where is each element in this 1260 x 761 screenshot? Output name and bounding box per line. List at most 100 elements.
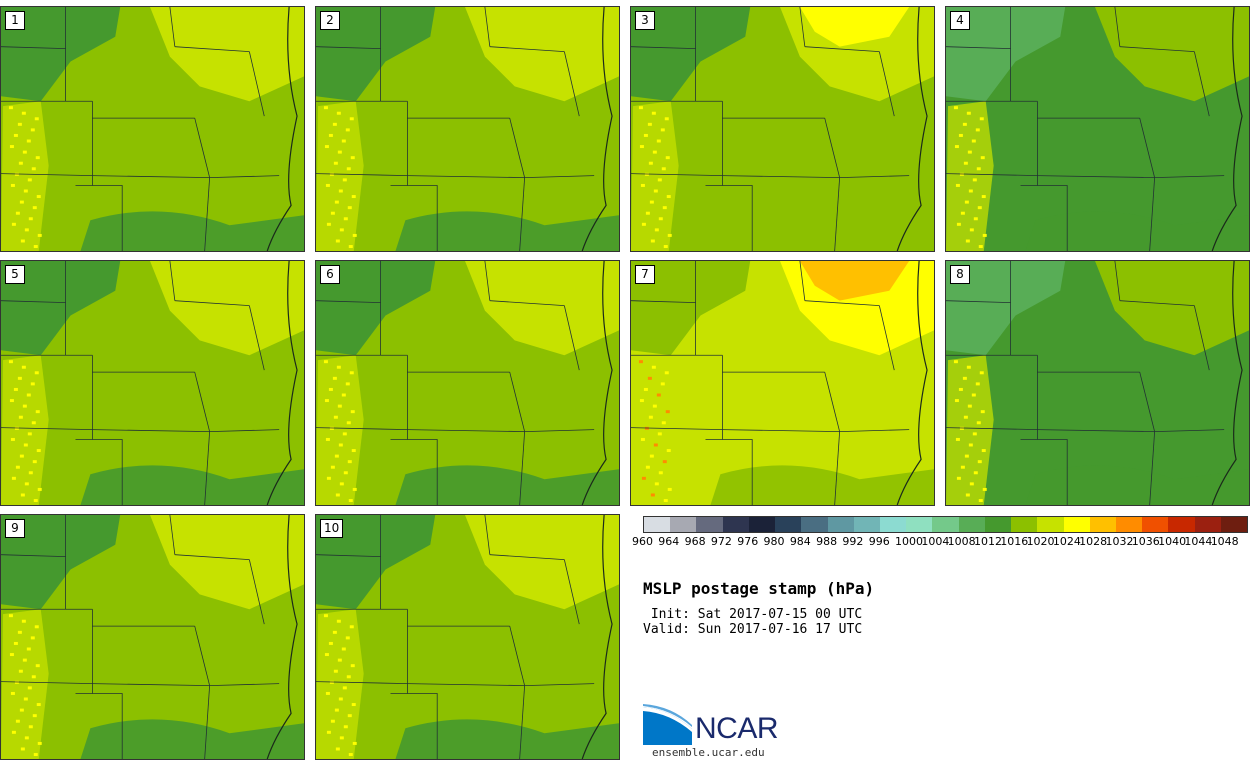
state-boundary bbox=[509, 371, 526, 432]
terrain-speckle bbox=[10, 691, 15, 695]
member-label: 3 bbox=[635, 11, 655, 30]
colorbar-swatch bbox=[1089, 517, 1116, 532]
pressure-region bbox=[946, 261, 1066, 356]
pressure-region bbox=[316, 515, 436, 610]
state-boundary bbox=[169, 261, 176, 301]
state-boundary bbox=[519, 431, 526, 505]
terrain-speckle bbox=[337, 150, 342, 154]
terrain-speckle bbox=[645, 211, 650, 215]
terrain-speckle bbox=[979, 117, 984, 121]
terrain-speckle bbox=[33, 499, 38, 503]
terrain-speckle bbox=[352, 741, 357, 745]
terrain-speckle bbox=[641, 476, 646, 480]
terrain-speckle bbox=[976, 421, 981, 425]
terrain-speckle bbox=[20, 493, 25, 497]
state-boundary bbox=[1, 46, 66, 50]
colorbar-tick-label: 1016 bbox=[1000, 535, 1029, 548]
colorbar-swatch bbox=[775, 517, 802, 532]
colorbar-swatch bbox=[1142, 517, 1169, 532]
pressure-region bbox=[1025, 465, 1249, 505]
terrain-speckle bbox=[977, 460, 982, 464]
terrain-speckle bbox=[964, 454, 969, 458]
terrain-speckle bbox=[17, 122, 22, 126]
terrain-speckle bbox=[962, 376, 967, 380]
terrain-speckle bbox=[24, 228, 29, 232]
colorbar-tick-label: 972 bbox=[710, 535, 732, 548]
terrain-speckle bbox=[652, 404, 657, 408]
state-boundary bbox=[563, 559, 580, 625]
terrain-speckle bbox=[958, 133, 963, 137]
terrain-speckle bbox=[30, 382, 35, 386]
terrain-speckle bbox=[351, 449, 356, 453]
terrain-speckle bbox=[334, 454, 339, 458]
terrain-speckle bbox=[658, 471, 663, 475]
terrain-speckle bbox=[23, 443, 28, 447]
state-boundary bbox=[519, 177, 526, 251]
terrain-speckle bbox=[965, 493, 970, 497]
terrain-speckle bbox=[337, 658, 342, 662]
state-boundary bbox=[407, 429, 525, 432]
terrain-speckle bbox=[968, 443, 973, 447]
state-boundary bbox=[839, 429, 910, 432]
terrain-speckle bbox=[352, 233, 357, 237]
state-boundary bbox=[248, 305, 265, 371]
terrain-speckle bbox=[28, 217, 33, 221]
colorbar-tick-label: 1032 bbox=[1105, 535, 1134, 548]
state-boundary bbox=[489, 46, 565, 53]
terrain-speckle bbox=[647, 122, 652, 126]
state-boundary bbox=[563, 51, 580, 117]
colorbar-swatch bbox=[984, 517, 1012, 532]
terrain-speckle bbox=[336, 111, 341, 115]
terrain-speckle bbox=[653, 189, 658, 193]
terrain-speckle bbox=[323, 360, 328, 364]
terrain-speckle bbox=[954, 145, 959, 149]
terrain-speckle bbox=[18, 669, 23, 673]
state-boundary bbox=[1154, 175, 1225, 178]
terrain-speckle bbox=[640, 183, 645, 187]
terrain-speckle bbox=[326, 730, 331, 734]
member-label: 5 bbox=[5, 265, 25, 284]
terrain-speckle bbox=[18, 161, 23, 165]
state-boundary bbox=[946, 427, 1038, 431]
state-boundary bbox=[209, 175, 280, 178]
state-boundary bbox=[92, 429, 210, 432]
state-boundary bbox=[316, 681, 408, 685]
terrain-speckle bbox=[657, 178, 662, 182]
terrain-speckle bbox=[658, 217, 663, 221]
terrain-speckle bbox=[348, 753, 353, 757]
terrain-speckle bbox=[334, 200, 339, 204]
state-boundary bbox=[489, 554, 565, 561]
colorbar-swatch bbox=[644, 517, 671, 532]
state-boundary bbox=[631, 173, 723, 177]
terrain-speckle bbox=[960, 465, 965, 469]
terrain-speckle bbox=[978, 245, 983, 249]
pressure-region bbox=[1025, 211, 1249, 251]
member-label: 2 bbox=[320, 11, 340, 30]
terrain-speckle bbox=[343, 725, 348, 729]
ncar-logo-icon bbox=[643, 704, 692, 745]
terrain-speckle bbox=[324, 653, 329, 657]
member-panel-6: 6 bbox=[315, 260, 620, 506]
state-boundary bbox=[204, 431, 211, 505]
terrain-speckle bbox=[652, 150, 657, 154]
terrain-speckle bbox=[34, 371, 39, 375]
river-boundary bbox=[1211, 261, 1243, 505]
terrain-pressure bbox=[316, 609, 364, 759]
terrain-speckle bbox=[666, 449, 671, 453]
terrain-speckle bbox=[336, 619, 341, 623]
site-url[interactable]: ensemble.ucar.edu bbox=[652, 746, 765, 759]
colorbar-swatch bbox=[1011, 517, 1038, 532]
terrain-speckle bbox=[24, 736, 29, 740]
terrain-speckle bbox=[663, 245, 668, 249]
pressure-map bbox=[631, 7, 934, 251]
terrain-speckle bbox=[661, 421, 666, 425]
terrain-speckle bbox=[967, 150, 972, 154]
colorbar-tick-label: 1008 bbox=[947, 535, 976, 548]
terrain-speckle bbox=[955, 437, 960, 441]
pressure-region bbox=[395, 211, 619, 251]
terrain-speckle bbox=[30, 636, 35, 640]
terrain-speckle bbox=[662, 460, 667, 464]
colorbar-tick-label: 1012 bbox=[973, 535, 1002, 548]
terrain-speckle bbox=[349, 117, 354, 121]
terrain-speckle bbox=[341, 393, 346, 397]
